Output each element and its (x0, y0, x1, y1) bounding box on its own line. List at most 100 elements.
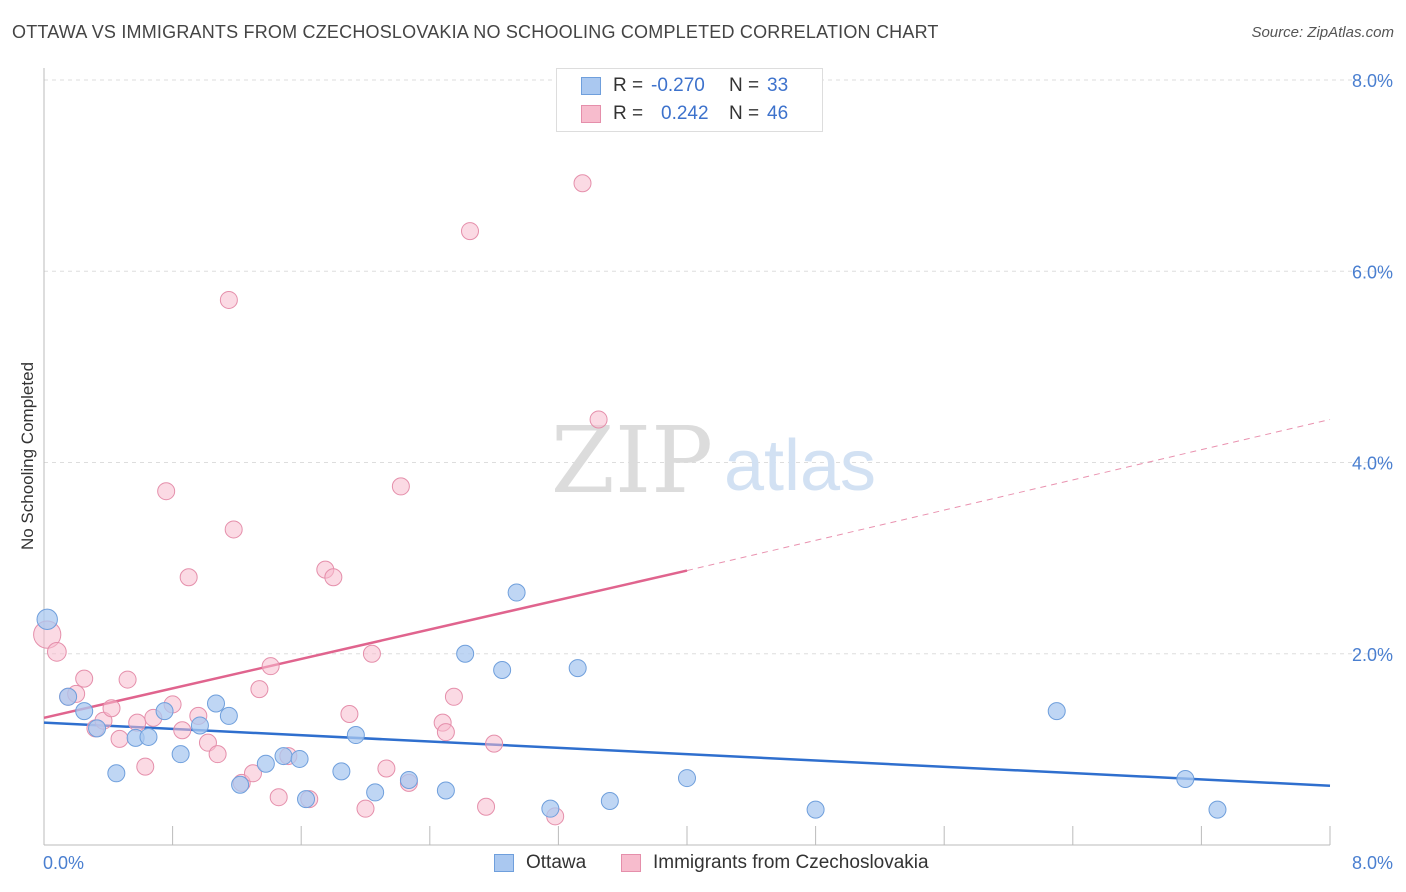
point-ottawa (155, 702, 174, 721)
legend-swatch-ottawa (581, 77, 601, 95)
point-ottawa (190, 716, 209, 735)
point-ottawa (171, 745, 190, 764)
correlation-legend: R = -0.270 N = 33 R = 0.242 N = 46 (556, 68, 823, 132)
point-ottawa (274, 747, 293, 766)
point-czech (324, 568, 343, 587)
series-swatch-czech (621, 854, 641, 872)
point-ottawa (806, 800, 825, 819)
point-ottawa (75, 702, 94, 721)
point-ottawa (678, 769, 696, 788)
point-czech (219, 290, 238, 309)
point-czech (102, 699, 121, 718)
legend-n-value: 33 (767, 75, 789, 96)
point-czech (136, 757, 155, 776)
point-ottawa (107, 764, 126, 783)
point-ottawa (541, 799, 560, 818)
point-czech (436, 723, 455, 742)
point-ottawa (231, 775, 250, 794)
point-czech (250, 680, 269, 699)
point-czech (362, 644, 381, 663)
point-ottawa (88, 719, 107, 738)
series-label-czech: Immigrants from Czechoslovakia (653, 852, 929, 873)
point-ottawa (600, 792, 619, 811)
point-czech (261, 657, 280, 676)
watermark-atlas: atlas (724, 426, 876, 506)
point-ottawa (297, 790, 316, 809)
point-czech (340, 704, 359, 723)
y-tick-labels: 2.0% 4.0% 6.0% 8.0% (1352, 71, 1393, 665)
point-ottawa (493, 661, 512, 680)
source-label: Source: ZipAtlas.com (1251, 24, 1394, 41)
y-tick-label: 6.0% (1352, 262, 1393, 282)
point-ottawa (290, 749, 309, 768)
trend-line-czech-extension (686, 418, 1331, 572)
point-ottawa (1047, 702, 1066, 721)
point-ottawa (36, 608, 58, 631)
series-legend: Ottawa Immigrants from Czechoslovakia (0, 852, 1406, 878)
legend-r-label: R = (613, 75, 644, 96)
legend-row-ottawa: R = -0.270 N = 33 (581, 74, 788, 98)
point-ottawa (507, 583, 526, 602)
point-czech (118, 670, 137, 689)
point-czech (444, 687, 463, 706)
point-ottawa (436, 781, 455, 800)
legend-r-value: 0.242 (661, 103, 709, 124)
trend-line-czech (43, 569, 688, 720)
legend-row-czech: R = 0.242 N = 46 (581, 102, 788, 126)
point-ottawa (1208, 800, 1227, 819)
grid-lines (44, 79, 1393, 655)
point-ottawa (456, 644, 475, 663)
point-czech (269, 788, 288, 807)
legend-r-label: R = (613, 103, 644, 124)
legend-n-label: N = (729, 103, 760, 124)
point-czech (157, 482, 176, 501)
x-tick-label-min: 0.0% (43, 853, 84, 873)
point-ottawa (399, 770, 418, 789)
point-ottawa (1176, 770, 1195, 789)
axes (43, 68, 1331, 846)
point-czech (173, 721, 192, 740)
point-czech (460, 222, 479, 241)
point-ottawa (59, 687, 78, 706)
point-ottawa (346, 726, 365, 745)
data-points (33, 174, 1227, 826)
series-legend-ottawa: Ottawa (494, 852, 586, 874)
series-legend-czech: Immigrants from Czechoslovakia (621, 852, 929, 874)
point-czech (589, 410, 608, 429)
point-ottawa (139, 727, 158, 746)
point-czech (128, 713, 147, 732)
point-czech (110, 729, 129, 748)
legend-swatch-czech (581, 105, 601, 123)
point-ottawa (332, 762, 351, 781)
point-czech (179, 568, 198, 587)
series-swatch-ottawa (494, 854, 514, 872)
legend-n-value: 46 (767, 103, 789, 124)
point-ottawa (568, 659, 587, 678)
y-tick-label: 4.0% (1352, 454, 1393, 474)
trend-lines (43, 418, 1331, 787)
point-czech (208, 745, 227, 764)
point-ottawa (366, 783, 385, 802)
trend-line-ottawa (43, 721, 1331, 787)
point-czech (224, 520, 243, 539)
chart-title: OTTAWA VS IMMIGRANTS FROM CZECHOSLOVAKIA… (12, 22, 939, 42)
x-tick-label-max: 8.0% (1352, 853, 1393, 873)
point-czech (356, 799, 375, 818)
y-tick-label: 8.0% (1352, 71, 1393, 91)
point-ottawa (207, 694, 226, 713)
point-czech (377, 759, 396, 778)
point-czech (75, 669, 94, 688)
point-czech (391, 477, 410, 496)
watermark-zip: ZIP (551, 407, 713, 514)
point-czech (198, 733, 217, 752)
y-tick-label: 2.0% (1352, 645, 1393, 665)
point-ottawa (256, 754, 275, 773)
series-label-ottawa: Ottawa (526, 852, 587, 873)
legend-n-label: N = (729, 75, 760, 96)
point-czech (47, 641, 67, 662)
point-ottawa (219, 706, 238, 725)
point-czech (243, 764, 262, 783)
legend-r-value: -0.270 (651, 75, 705, 96)
point-czech (477, 797, 496, 816)
